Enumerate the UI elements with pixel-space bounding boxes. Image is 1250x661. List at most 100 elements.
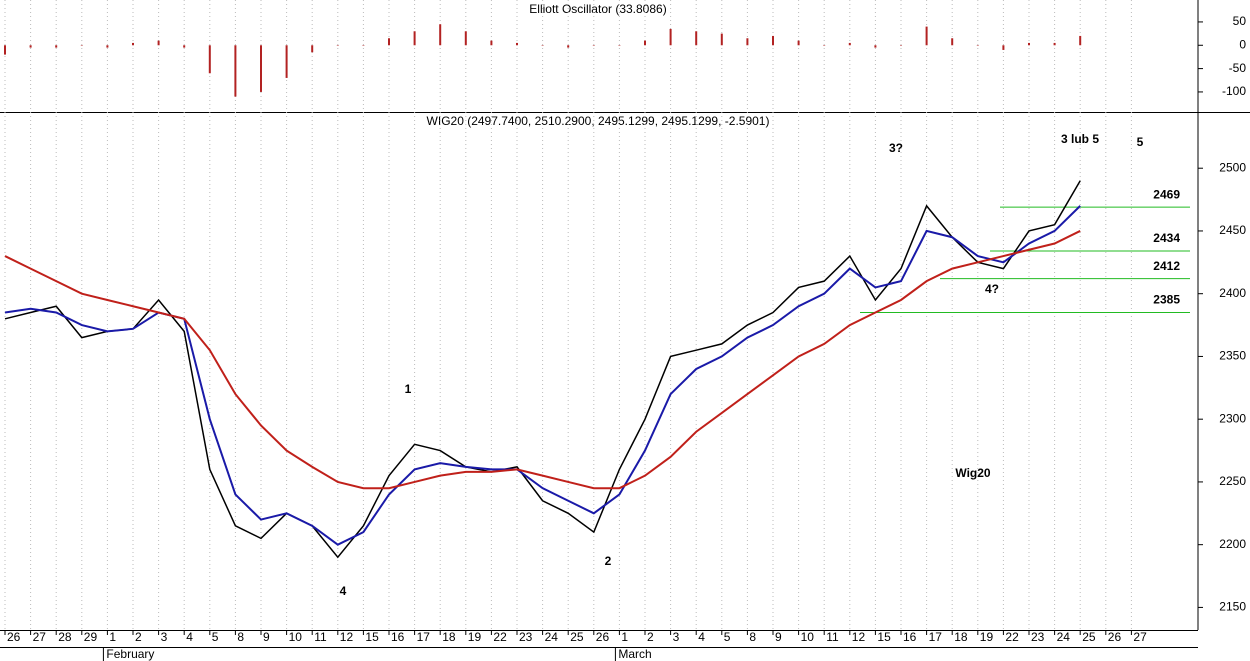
oscillator-bar [464,31,467,46]
oscillator-bar [311,45,314,53]
x-tick-label: 10 [289,630,303,644]
x-tick-label: 4 [698,630,705,644]
oscillator-bar [951,38,954,46]
oscillator-bar [260,45,262,92]
oscillator-bar [388,38,390,46]
month-label: March [618,647,651,661]
y-tick-label: 2350 [1219,349,1246,363]
y-tick-label: -50 [1229,61,1247,75]
x-tick-label: 18 [442,630,456,644]
x-tick-label: 24 [1057,630,1071,644]
month-label: February [106,647,154,661]
y-tick-label: -100 [1222,84,1246,98]
x-tick-label: 10 [801,630,815,644]
x-tick-label: 23 [1031,630,1045,644]
x-tick-label: 4 [186,630,193,644]
x-tick-label: 1 [109,630,116,644]
x-tick-label: 16 [903,630,917,644]
oscillator-bar [900,45,902,46]
x-tick-label: 17 [929,630,943,644]
annotation: 3 lub 5 [1061,132,1099,146]
oscillator-bar [925,26,928,46]
oscillator-bar [4,45,6,55]
oscillator-bar [439,24,442,46]
oscillator-bar [234,45,237,97]
x-tick-label: 26 [1108,630,1122,644]
x-tick-label: 11 [314,630,327,644]
y-tick-label: 2150 [1219,600,1246,614]
level-label: 2469 [1153,187,1180,201]
y-tick-label: 0 [1239,37,1246,51]
annotation: 3? [889,141,903,155]
oscillator-bar [516,42,518,46]
x-tick-label: 15 [365,630,379,644]
x-tick-label: 19 [980,630,994,644]
x-tick-label: 19 [468,630,482,644]
x-tick-label: 16 [391,630,405,644]
oscillator-bar [644,40,646,46]
oscillator-bar [55,45,58,48]
annotation: 4 [340,584,347,598]
y-tick-label: 2200 [1219,537,1246,551]
oscillator-bar [183,45,186,48]
x-tick-label: 2 [135,630,142,644]
x-tick-label: 9 [775,630,782,644]
oscillator-bar [413,31,416,46]
annotation: Wig20 [955,466,991,480]
oscillator-bar [490,40,493,46]
x-tick-label: 3 [673,630,680,644]
oscillator-bar [1053,42,1056,46]
level-label: 2385 [1153,293,1180,307]
x-tick-label: 9 [263,630,270,644]
oscillator-bar [157,40,160,46]
x-tick-label: 3 [161,630,168,644]
x-tick-label: 11 [826,630,839,644]
x-tick-label: 15 [877,630,891,644]
x-tick-label: 24 [545,630,559,644]
x-tick-label: 12 [852,630,866,644]
x-tick-label: 1 [621,630,628,644]
oscillator-bar [772,35,774,46]
oscillator-bar [1079,35,1082,46]
x-tick-label: 12 [340,630,354,644]
oscillator-bar [132,42,134,46]
y-tick-label: 2300 [1219,411,1246,425]
oscillator-bar [29,45,32,48]
annotation: 2 [605,554,612,568]
oscillator-bar [797,40,800,46]
oscillator-bar [976,45,979,46]
oscillator-bar [336,45,339,46]
series-line [4,230,1081,490]
y-tick-label: 2450 [1219,223,1246,237]
oscillator-bar [874,45,877,48]
x-tick-label: 26 [596,630,610,644]
oscillator-bar [106,45,109,48]
oscillator-bar [695,31,698,46]
x-tick-label: 25 [1082,630,1096,644]
x-tick-label: 27 [33,630,47,644]
x-tick-label: 17 [417,630,431,644]
oscillator-bar [80,45,83,46]
x-tick-label: 5 [724,630,731,644]
oscillator-bar [362,45,365,46]
x-tick-label: 27 [1133,630,1147,644]
y-tick-label: 2400 [1219,286,1246,300]
x-tick-label: 18 [954,630,968,644]
annotation: 4? [985,282,999,296]
x-tick-label: 26 [7,630,21,644]
y-tick-label: 2500 [1219,160,1246,174]
x-tick-label: 5 [212,630,219,644]
oscillator-bar [618,45,621,46]
oscillator-bar [592,45,595,46]
level-label: 2434 [1153,231,1180,245]
oscillator-bar [1028,42,1030,46]
chart-title: WIG20 (2497.7400, 2510.2900, 2495.1299, … [427,114,770,128]
oscillator-bar [746,38,749,46]
series-line [4,180,1081,559]
x-tick-label: 22 [493,630,507,644]
x-tick-label: 28 [58,630,72,644]
oscillator-title: Elliott Oscillator (33.8086) [529,2,666,16]
oscillator-bar [208,45,211,74]
